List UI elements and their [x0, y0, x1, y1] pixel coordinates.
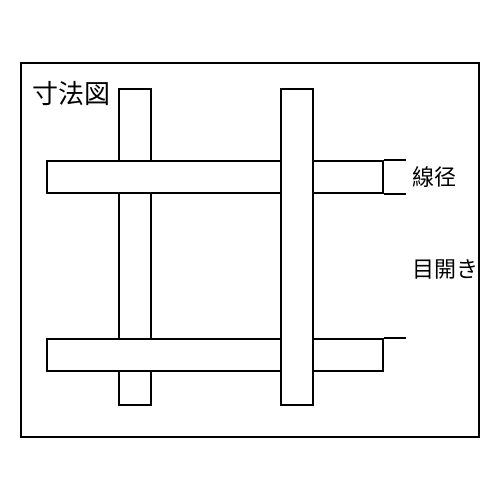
- dim-mesh-bot-tick: [384, 337, 406, 339]
- dim-mesh-label: 目開き: [412, 252, 478, 284]
- dim-mesh-top-tick: [384, 193, 406, 195]
- diagram-title: 寸法図: [32, 74, 110, 111]
- horizontal-wire-2: [46, 338, 384, 372]
- vertical-wire-2: [280, 88, 314, 406]
- dim-wire-top-tick: [384, 159, 406, 161]
- diagram-frame: [20, 62, 480, 438]
- horizontal-wire-1: [46, 160, 384, 194]
- dim-wire-label: 線径: [412, 160, 456, 192]
